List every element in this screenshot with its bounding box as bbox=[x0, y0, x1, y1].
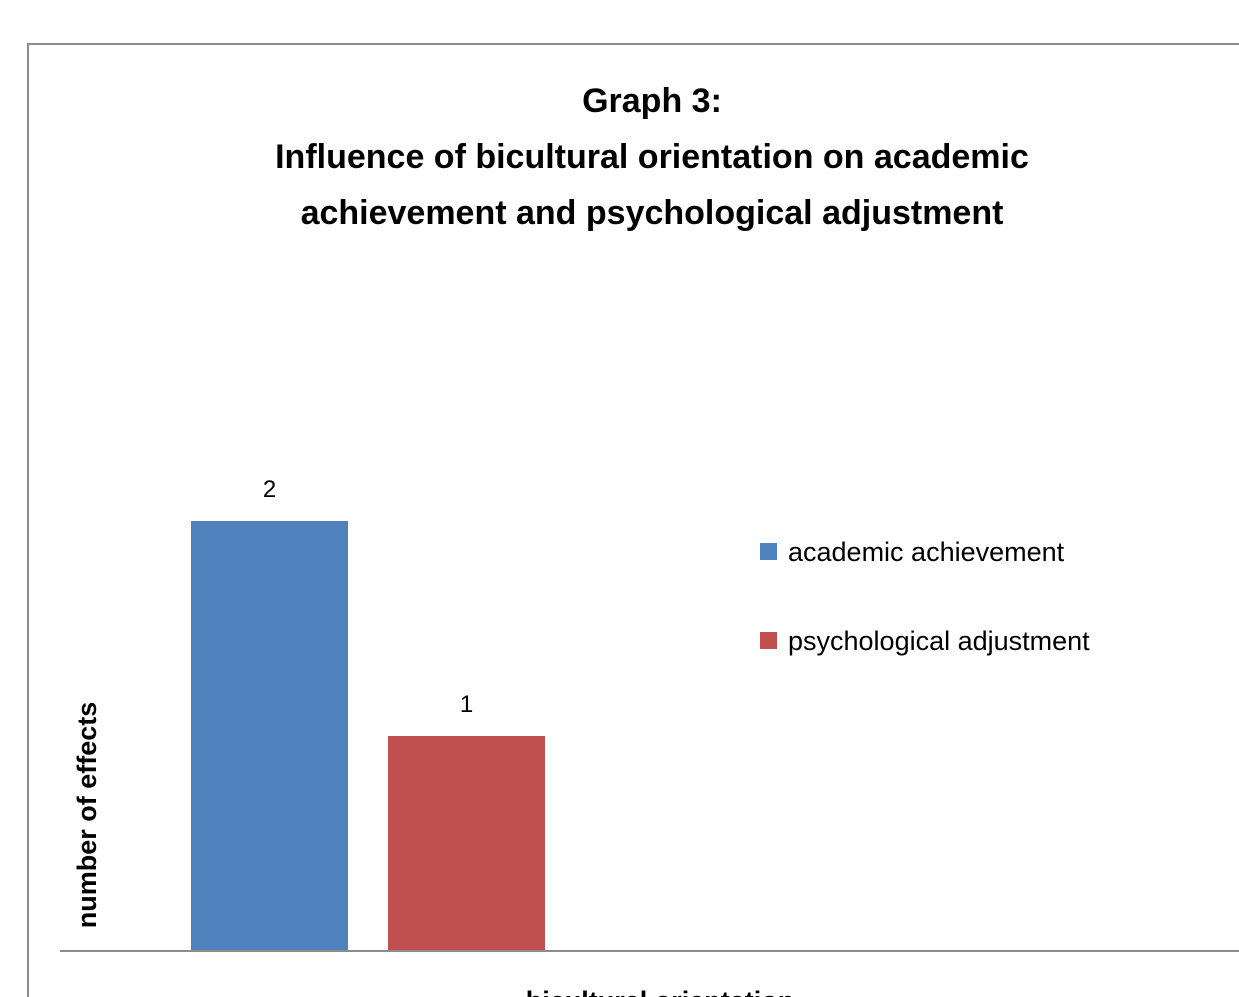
bar bbox=[388, 736, 545, 951]
legend-swatch bbox=[760, 632, 777, 649]
legend-swatch bbox=[760, 543, 777, 560]
legend-label: academic achievement bbox=[788, 537, 1065, 567]
x-axis-title: bicultural orientation bbox=[526, 986, 795, 997]
chart-title: Influence of bicultural orientation on a… bbox=[275, 138, 1029, 176]
legend-label: psychological adjustment bbox=[788, 626, 1090, 656]
chart-title: Graph 3: bbox=[582, 82, 722, 120]
data-label: 2 bbox=[263, 476, 276, 503]
data-label: 1 bbox=[460, 691, 473, 718]
bar bbox=[191, 521, 348, 951]
y-axis-title: number of effects bbox=[72, 702, 102, 929]
chart-title: achievement and psychological adjustment bbox=[301, 194, 1004, 232]
